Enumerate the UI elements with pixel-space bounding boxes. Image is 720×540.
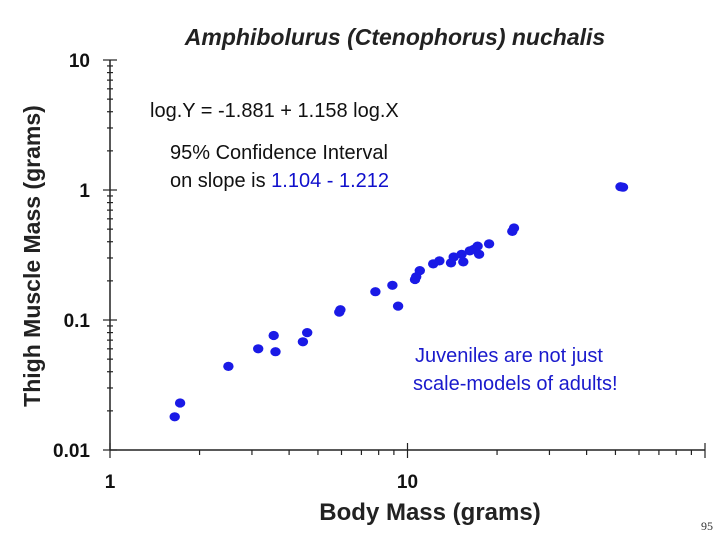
data-point bbox=[473, 249, 485, 259]
data-point bbox=[448, 252, 459, 262]
data-point bbox=[456, 249, 467, 259]
juvenile-note-line2: scale-models of adults! bbox=[413, 373, 618, 395]
data-point bbox=[392, 301, 404, 311]
confidence-interval-range: 1.104 - 1.212 bbox=[271, 170, 389, 192]
confidence-interval-prefix: on slope is bbox=[170, 170, 271, 192]
data-point bbox=[370, 287, 381, 297]
data-point bbox=[270, 347, 281, 357]
y-tick-label: 10 bbox=[69, 51, 90, 72]
slide-number: 95 bbox=[701, 519, 713, 533]
juvenile-note-line1: Juveniles are not just bbox=[415, 345, 603, 367]
confidence-interval-line1: 95% Confidence Interval bbox=[170, 142, 388, 164]
regression-equation: log.Y = -1.881 + 1.158 log.X bbox=[150, 100, 399, 122]
chart-title: Amphibolurus (Ctenophorus) nuchalis bbox=[184, 24, 605, 50]
data-point bbox=[297, 337, 309, 347]
x-tick-label: 1 bbox=[105, 472, 116, 493]
y-tick-label: 0.01 bbox=[53, 441, 90, 462]
y-tick-label: 0.1 bbox=[64, 311, 91, 332]
data-point bbox=[169, 412, 180, 422]
data-point bbox=[253, 344, 264, 354]
data-point bbox=[458, 257, 469, 267]
data-points bbox=[169, 182, 629, 422]
data-point bbox=[508, 223, 520, 233]
y-tick-label: 1 bbox=[79, 181, 90, 202]
data-point bbox=[414, 266, 425, 276]
confidence-interval-line2: on slope is 1.104 - 1.212 bbox=[170, 170, 389, 192]
data-point bbox=[483, 239, 495, 249]
data-point bbox=[223, 361, 234, 371]
data-point bbox=[434, 256, 445, 266]
data-point bbox=[335, 305, 346, 315]
data-point bbox=[268, 330, 279, 341]
y-axis-label: Thigh Muscle Mass (grams) bbox=[19, 105, 45, 407]
x-tick-label: 10 bbox=[397, 472, 418, 493]
data-point bbox=[302, 328, 313, 338]
data-point bbox=[472, 241, 483, 251]
data-point bbox=[617, 182, 629, 192]
axes: 10 1 0.1 0.01 1 10 bbox=[53, 51, 706, 493]
data-point bbox=[387, 280, 398, 290]
x-axis-label: Body Mass (grams) bbox=[319, 499, 540, 526]
data-point bbox=[174, 398, 186, 408]
